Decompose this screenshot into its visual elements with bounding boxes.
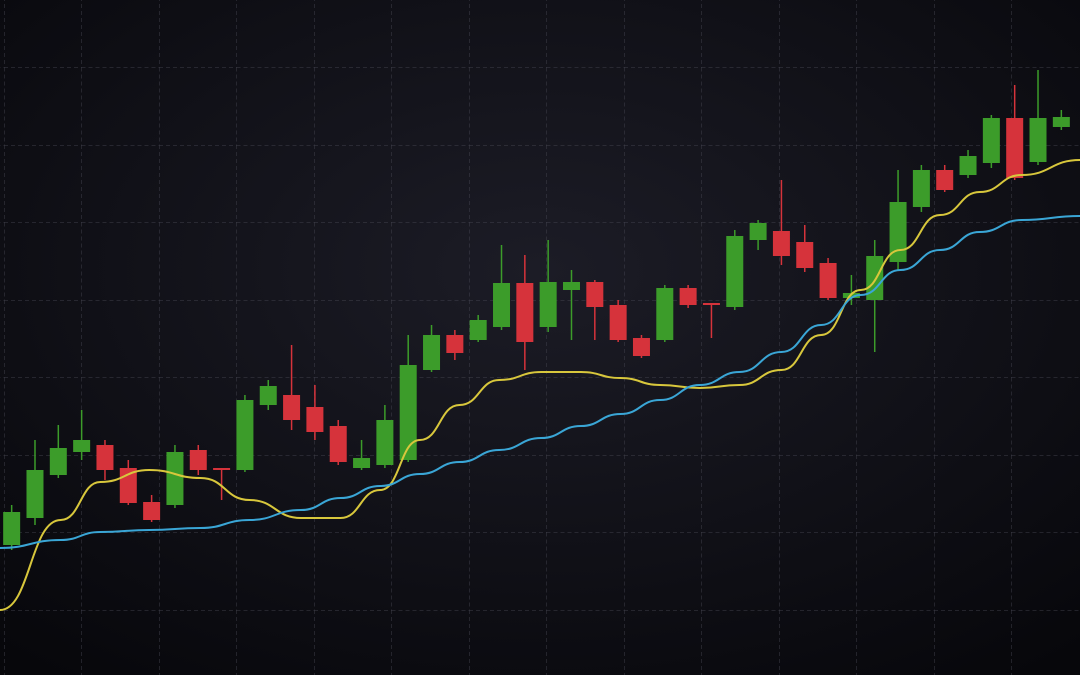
candle-body: [259, 386, 277, 405]
candle-body: [96, 445, 114, 470]
candle-body: [493, 283, 511, 327]
candle-body: [213, 468, 231, 470]
candle-body: [586, 282, 604, 307]
candle-body: [189, 450, 207, 470]
candle-body: [516, 283, 534, 342]
candle-body: [819, 263, 837, 298]
candle-body: [329, 426, 347, 462]
candle-body: [656, 288, 674, 340]
candle-body: [539, 282, 557, 327]
candle-body: [236, 400, 254, 470]
candle-body: [353, 458, 371, 468]
candle-body: [609, 305, 627, 340]
candle-body: [702, 303, 720, 305]
candle-body: [166, 452, 184, 505]
candle-body: [772, 231, 790, 256]
moving-average-line: [0, 215, 1080, 549]
candle-body: [446, 335, 464, 353]
candle-body: [959, 156, 977, 175]
candle-body: [866, 256, 884, 300]
candle-body: [143, 502, 161, 520]
candle-body: [632, 338, 650, 356]
candle-body: [283, 395, 301, 420]
candle-body: [562, 282, 580, 290]
candle-body: [1029, 118, 1047, 162]
candle-body: [376, 420, 394, 465]
candle-body: [423, 335, 441, 370]
candle-body: [1006, 118, 1024, 178]
candle-body: [469, 320, 487, 340]
candle-body: [49, 448, 67, 475]
candle-body: [749, 223, 767, 240]
candle-body: [982, 118, 1000, 163]
candle-body: [306, 407, 324, 432]
candle-body: [26, 470, 44, 518]
candle-body: [1052, 117, 1070, 127]
moving-average-line: [0, 159, 1080, 611]
candle-body: [399, 365, 417, 460]
candle-body: [73, 440, 91, 452]
candle-body: [936, 170, 954, 190]
candle-body: [119, 468, 137, 503]
candle-body: [912, 170, 930, 207]
candle-body: [796, 242, 814, 268]
candle-body: [3, 512, 21, 545]
candle-body: [679, 288, 697, 305]
candle-body: [889, 202, 907, 262]
candle-body: [726, 236, 744, 307]
